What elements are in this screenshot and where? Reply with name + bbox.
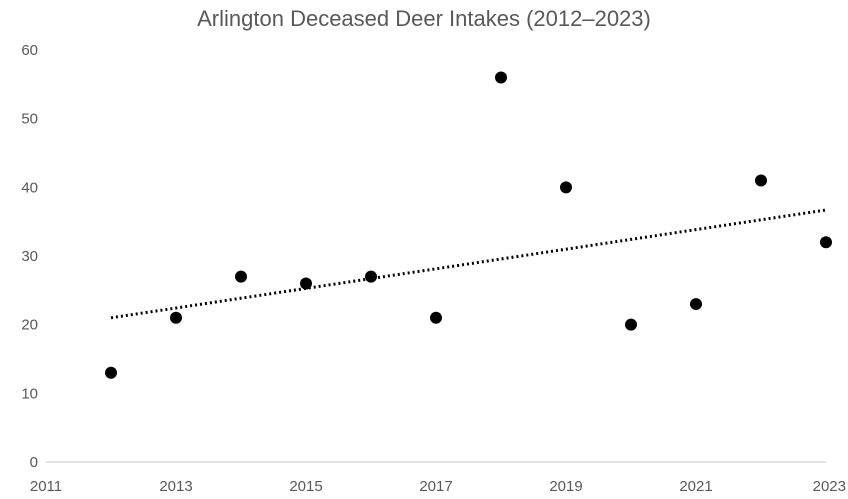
chart-title: Arlington Deceased Deer Intakes (2012–20… [197,6,651,31]
data-point [300,277,312,290]
y-tick-label: 0 [30,454,38,471]
data-point [235,270,247,283]
y-tick-label: 40 [21,179,38,196]
x-tick-label: 2021 [679,478,712,495]
y-tick-label: 30 [21,248,38,265]
data-points [105,71,832,379]
data-point [560,181,572,194]
y-tick-label: 10 [21,385,38,402]
data-point [105,366,117,379]
x-axis-tick-labels: 2011 2013 2015 2017 2019 2021 2023 [30,478,846,495]
y-tick-label: 20 [21,317,38,334]
data-point [430,311,442,324]
x-tick-label: 2017 [419,478,452,495]
data-point [625,318,637,331]
data-point [170,311,182,324]
x-tick-label: 2015 [289,478,322,495]
y-tick-label: 50 [21,111,38,128]
data-point [755,174,767,187]
x-tick-label: 2019 [549,478,582,495]
data-point [365,270,377,283]
data-point [820,236,832,249]
x-tick-label: 2011 [30,478,62,495]
data-point [690,298,702,311]
x-tick-label: 2013 [159,478,192,495]
trendline [110,208,827,320]
y-axis-tick-labels: 0 10 20 30 40 50 60 [21,42,38,471]
data-point [495,71,507,84]
y-tick-label: 60 [21,42,38,59]
x-tick-label: 2023 [813,478,846,495]
